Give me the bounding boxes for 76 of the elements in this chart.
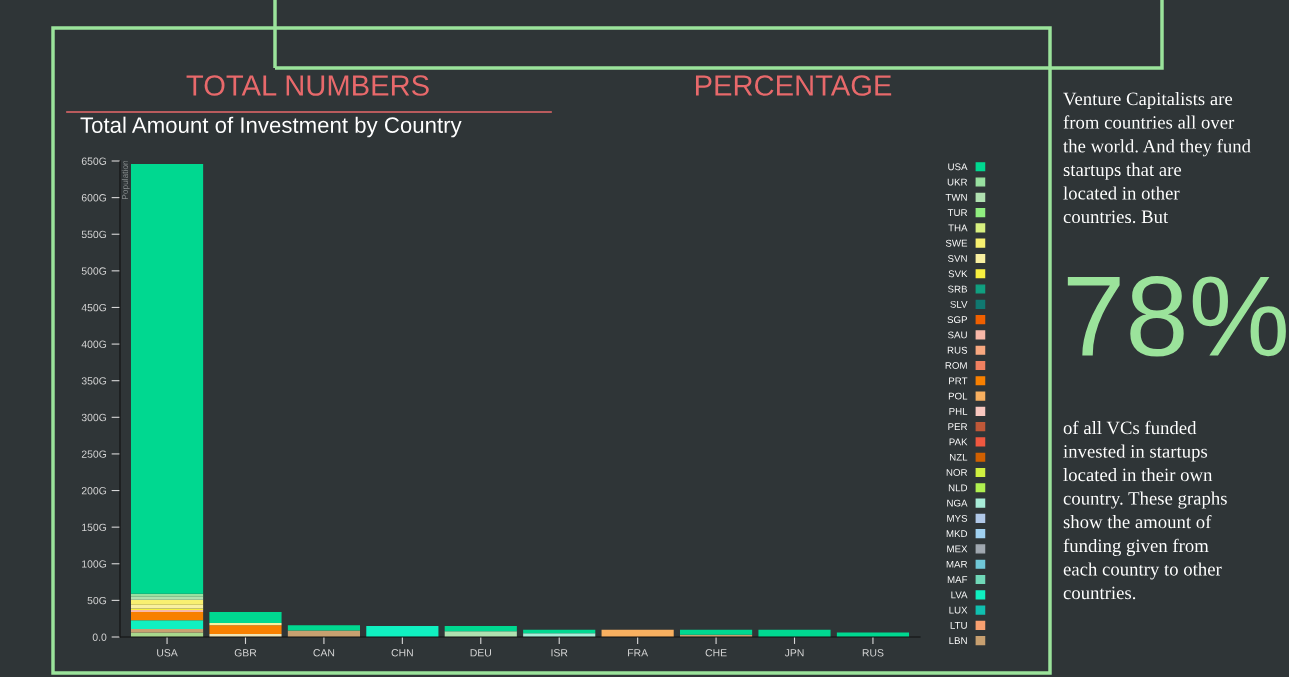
bar xyxy=(287,625,360,631)
legend-label: SWE xyxy=(945,239,968,247)
y-tick-label: 450G xyxy=(81,303,107,312)
bar xyxy=(209,612,282,624)
legend-label: TUR xyxy=(947,209,968,217)
legend-label: POL xyxy=(948,392,968,400)
y-tick-label: 250G xyxy=(81,450,107,458)
chart-title: Total Amount of Investment by Country xyxy=(80,116,462,138)
bar xyxy=(209,623,282,626)
bar xyxy=(130,163,204,594)
text: PERCENTAGE xyxy=(695,75,892,96)
y-tick-label: 400G xyxy=(81,340,107,348)
legend-label: SGP xyxy=(947,316,968,324)
y-tick-label: 500G xyxy=(81,267,107,275)
x-tick-label: ISR xyxy=(551,649,568,657)
y-tick-label: 600G xyxy=(81,194,107,202)
y-tick-label: 650G xyxy=(81,157,107,165)
bar xyxy=(444,626,517,632)
legend-label: LTU xyxy=(950,622,967,629)
text: of all VCs funded invested in startups located in their own country. These graphs show the amount of funding given from each country to other countries. xyxy=(1063,420,1227,600)
y-axis-title: Population xyxy=(121,160,130,200)
legend-label: USA xyxy=(948,163,968,171)
legend-label: SLV xyxy=(950,300,968,308)
legend-label: PAK xyxy=(949,438,968,446)
y-tick-label: 100G xyxy=(82,560,107,568)
y-tick-label: 150G xyxy=(82,523,107,532)
legend-label: THA xyxy=(948,224,968,232)
x-tick-label: USA xyxy=(157,649,178,657)
bar xyxy=(130,612,204,621)
text: Venture Capitalists are from countries all over the world. And they fund startups that are located in other countries. But xyxy=(1063,92,1251,224)
legend-label: SRB xyxy=(947,285,968,293)
legend-label: NOR xyxy=(946,469,968,476)
x-tick-label: FRA xyxy=(628,649,649,657)
bar xyxy=(680,629,753,635)
legend-label: RUS xyxy=(947,346,968,354)
x-tick-label: JPN xyxy=(784,649,804,657)
legend-label: UKR xyxy=(947,178,968,186)
bar xyxy=(287,630,360,637)
y-tick-label: 0.0 xyxy=(92,633,107,641)
x-tick-label: CAN xyxy=(313,649,335,657)
y-tick-label: 200G xyxy=(81,487,107,495)
bar xyxy=(130,628,204,633)
legend-label: ROM xyxy=(945,362,967,369)
x-tick-label: CHN xyxy=(391,649,413,657)
legend-label: PER xyxy=(948,423,968,430)
text: 78% xyxy=(1067,275,1286,357)
y-tick-label: 350G xyxy=(81,377,107,385)
bar xyxy=(366,626,439,637)
x-tick-label: CHE xyxy=(705,649,727,657)
y-tick-label: 550G xyxy=(81,230,107,239)
x-tick-label: DEU xyxy=(470,649,491,657)
legend-label: MEX xyxy=(947,545,968,553)
legend-label: MAF xyxy=(947,576,968,583)
legend-label: LVA xyxy=(951,591,968,599)
legend-label: PHL xyxy=(949,408,968,415)
bar xyxy=(130,599,204,605)
legend-label: NLD xyxy=(948,484,968,492)
x-tick-label: RUS xyxy=(862,649,884,657)
legend-label: SVN xyxy=(947,255,967,262)
y-tick-label: 50G xyxy=(87,596,107,605)
legend-label: MYS xyxy=(947,514,968,522)
y-tick-label: 300G xyxy=(81,413,107,422)
legend-label: MAR xyxy=(946,560,968,568)
legend-label: SVK xyxy=(948,270,968,278)
legend-label: LBN xyxy=(949,637,967,645)
text: TOTAL NUMBERS xyxy=(186,75,429,96)
bar xyxy=(209,625,282,635)
x-tick-label: GBR xyxy=(234,649,257,657)
legend-label: SAU xyxy=(947,331,967,339)
legend-label: TWN xyxy=(945,193,967,201)
legend-label: MKD xyxy=(946,530,968,538)
bar xyxy=(130,620,204,629)
legend-label: PRT xyxy=(949,377,968,385)
legend-label: NGA xyxy=(947,499,968,507)
legend-label: LUX xyxy=(949,606,968,614)
legend-label: NZL xyxy=(949,453,968,461)
